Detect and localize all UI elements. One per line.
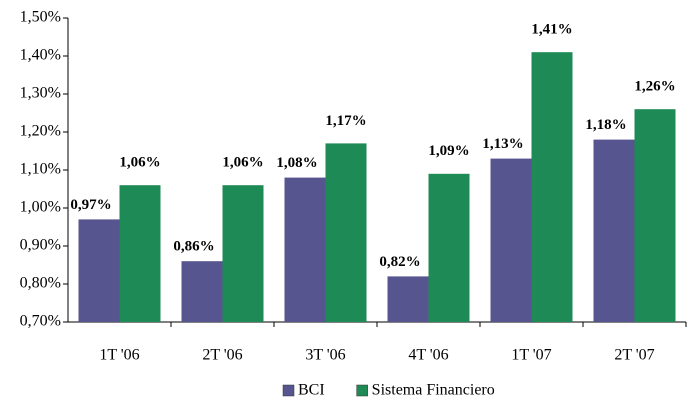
value-label: 0,82% bbox=[379, 254, 420, 270]
value-label: 1,06% bbox=[222, 155, 263, 171]
bar bbox=[531, 52, 573, 322]
bar bbox=[428, 173, 470, 322]
bar bbox=[222, 185, 264, 322]
x-tick-label: 3T '06 bbox=[305, 347, 345, 364]
x-tick-label: 2T '06 bbox=[202, 347, 242, 364]
y-tick-label: 1,40% bbox=[20, 47, 61, 64]
bar bbox=[593, 139, 635, 322]
value-label: 0,86% bbox=[173, 239, 214, 255]
value-label: 1,26% bbox=[634, 79, 675, 95]
value-label: 1,41% bbox=[531, 22, 572, 38]
legend-label: Sistema Financiero bbox=[372, 382, 495, 399]
value-label: 1,08% bbox=[276, 155, 317, 171]
value-label: 1,09% bbox=[428, 143, 469, 159]
bar bbox=[634, 109, 676, 322]
y-tick-label: 1,00% bbox=[20, 199, 61, 216]
y-tick-label: 0,80% bbox=[20, 275, 61, 292]
bar bbox=[387, 276, 429, 322]
y-tick-label: 1,10% bbox=[20, 161, 61, 178]
y-tick-label: 1,50% bbox=[20, 9, 61, 26]
bar bbox=[181, 261, 223, 322]
value-label: 1,06% bbox=[119, 155, 160, 171]
x-tick-label: 4T '06 bbox=[408, 347, 448, 364]
value-label: 1,13% bbox=[482, 136, 523, 152]
bar bbox=[490, 158, 532, 322]
bar bbox=[284, 177, 326, 322]
y-tick-label: 0,70% bbox=[20, 313, 61, 330]
value-label: 1,18% bbox=[585, 117, 626, 133]
y-tick-label: 0,90% bbox=[20, 237, 61, 254]
value-label: 0,97% bbox=[70, 197, 111, 213]
y-tick-label: 1,20% bbox=[20, 123, 61, 140]
y-tick-label: 1,30% bbox=[20, 85, 61, 102]
bar bbox=[325, 143, 367, 322]
x-tick-label: 2T '07 bbox=[614, 347, 654, 364]
legend-label: BCI bbox=[298, 382, 325, 399]
value-label: 1,17% bbox=[325, 113, 366, 129]
x-tick-label: 1T '07 bbox=[511, 347, 551, 364]
legend-swatch bbox=[282, 384, 295, 397]
x-tick-label: 1T '06 bbox=[99, 347, 139, 364]
bar bbox=[78, 219, 120, 322]
bar bbox=[119, 185, 161, 322]
legend-swatch bbox=[356, 384, 368, 397]
